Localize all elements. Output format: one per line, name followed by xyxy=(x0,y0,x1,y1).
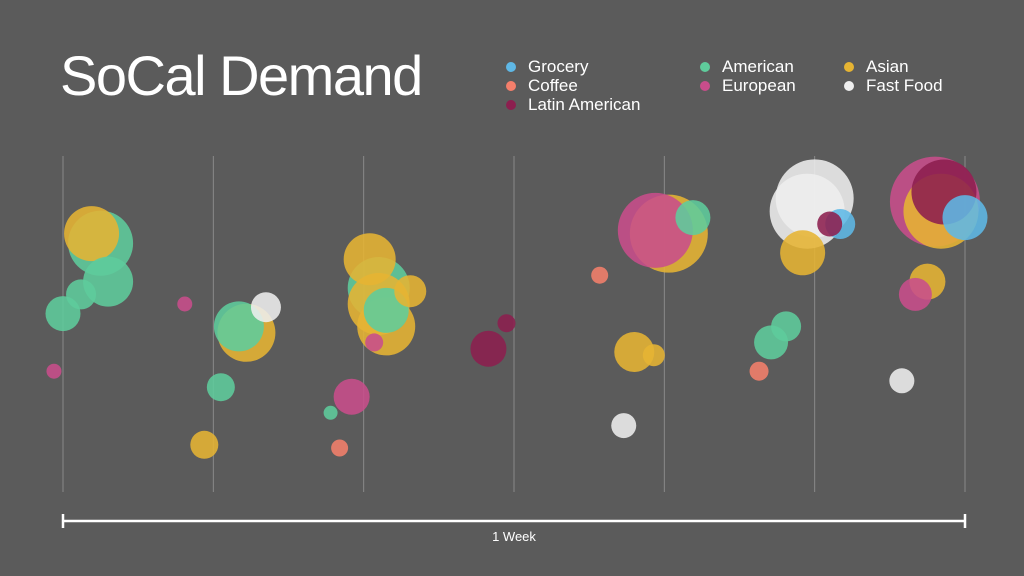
week-axis xyxy=(61,514,967,528)
legend-label-grocery: Grocery xyxy=(528,57,589,76)
bubble-latin-american xyxy=(817,211,843,237)
bubble-grocery xyxy=(942,195,988,241)
legend-item-fast-food: Fast Food xyxy=(844,76,943,95)
bubbles xyxy=(45,156,988,459)
legend-item-american: American xyxy=(700,57,794,76)
bubble-european xyxy=(46,363,62,379)
legend-swatch-fast-food xyxy=(844,80,854,91)
legend-label-asian: Asian xyxy=(866,57,909,76)
legend-swatch-american xyxy=(700,61,710,72)
legend-label-american: American xyxy=(722,57,794,76)
bubble-fast-food xyxy=(889,368,915,394)
legend-item-coffee: Coffee xyxy=(506,76,578,95)
bubble-european xyxy=(333,378,370,415)
legend: Grocery Coffee Latin American American E… xyxy=(0,0,1024,120)
chart-title: SoCal Demand xyxy=(60,44,423,107)
bubble-fast-food xyxy=(250,292,281,323)
bubble-coffee xyxy=(591,266,609,284)
bubble-asian xyxy=(614,332,655,372)
bubble-american xyxy=(675,200,711,236)
bubble-european xyxy=(617,192,693,268)
bubble-american xyxy=(771,311,802,342)
bubble-asian xyxy=(190,430,219,459)
bubble-american xyxy=(206,373,235,402)
legend-swatch-coffee xyxy=(506,80,516,91)
legend-label-european: European xyxy=(722,76,796,95)
bubble-american xyxy=(66,279,97,310)
bubble-fast-food xyxy=(611,413,637,439)
bubble-asian xyxy=(64,206,120,262)
legend-item-grocery: Grocery xyxy=(506,57,588,76)
legend-item-latin-american: Latin American xyxy=(506,95,640,114)
x-axis-label: 1 Week xyxy=(492,529,536,544)
legend-label-fast-food: Fast Food xyxy=(866,76,943,95)
bubble-european xyxy=(365,333,384,352)
legend-swatch-latin-american xyxy=(506,99,516,110)
legend-swatch-asian xyxy=(844,61,854,72)
bubble-asian xyxy=(343,233,396,286)
legend-swatch-european xyxy=(700,80,710,91)
bubble-coffee xyxy=(331,439,349,457)
legend-item-asian: Asian xyxy=(844,57,909,76)
bubble-coffee xyxy=(749,361,769,381)
bubble-european xyxy=(898,277,932,311)
bubble-asian xyxy=(394,275,427,308)
bubble-american xyxy=(323,405,338,420)
bubble-european xyxy=(177,296,193,312)
legend-label-latin-american: Latin American xyxy=(528,95,641,114)
bubble-latin-american xyxy=(470,330,507,367)
bubble-asian xyxy=(642,344,665,367)
legend-item-european: European xyxy=(700,76,796,95)
bubble-american xyxy=(213,301,264,352)
bubble-latin-american xyxy=(497,314,516,333)
legend-label-coffee: Coffee xyxy=(528,76,578,95)
legend-swatch-grocery xyxy=(506,61,516,72)
bubble-asian xyxy=(780,230,826,276)
